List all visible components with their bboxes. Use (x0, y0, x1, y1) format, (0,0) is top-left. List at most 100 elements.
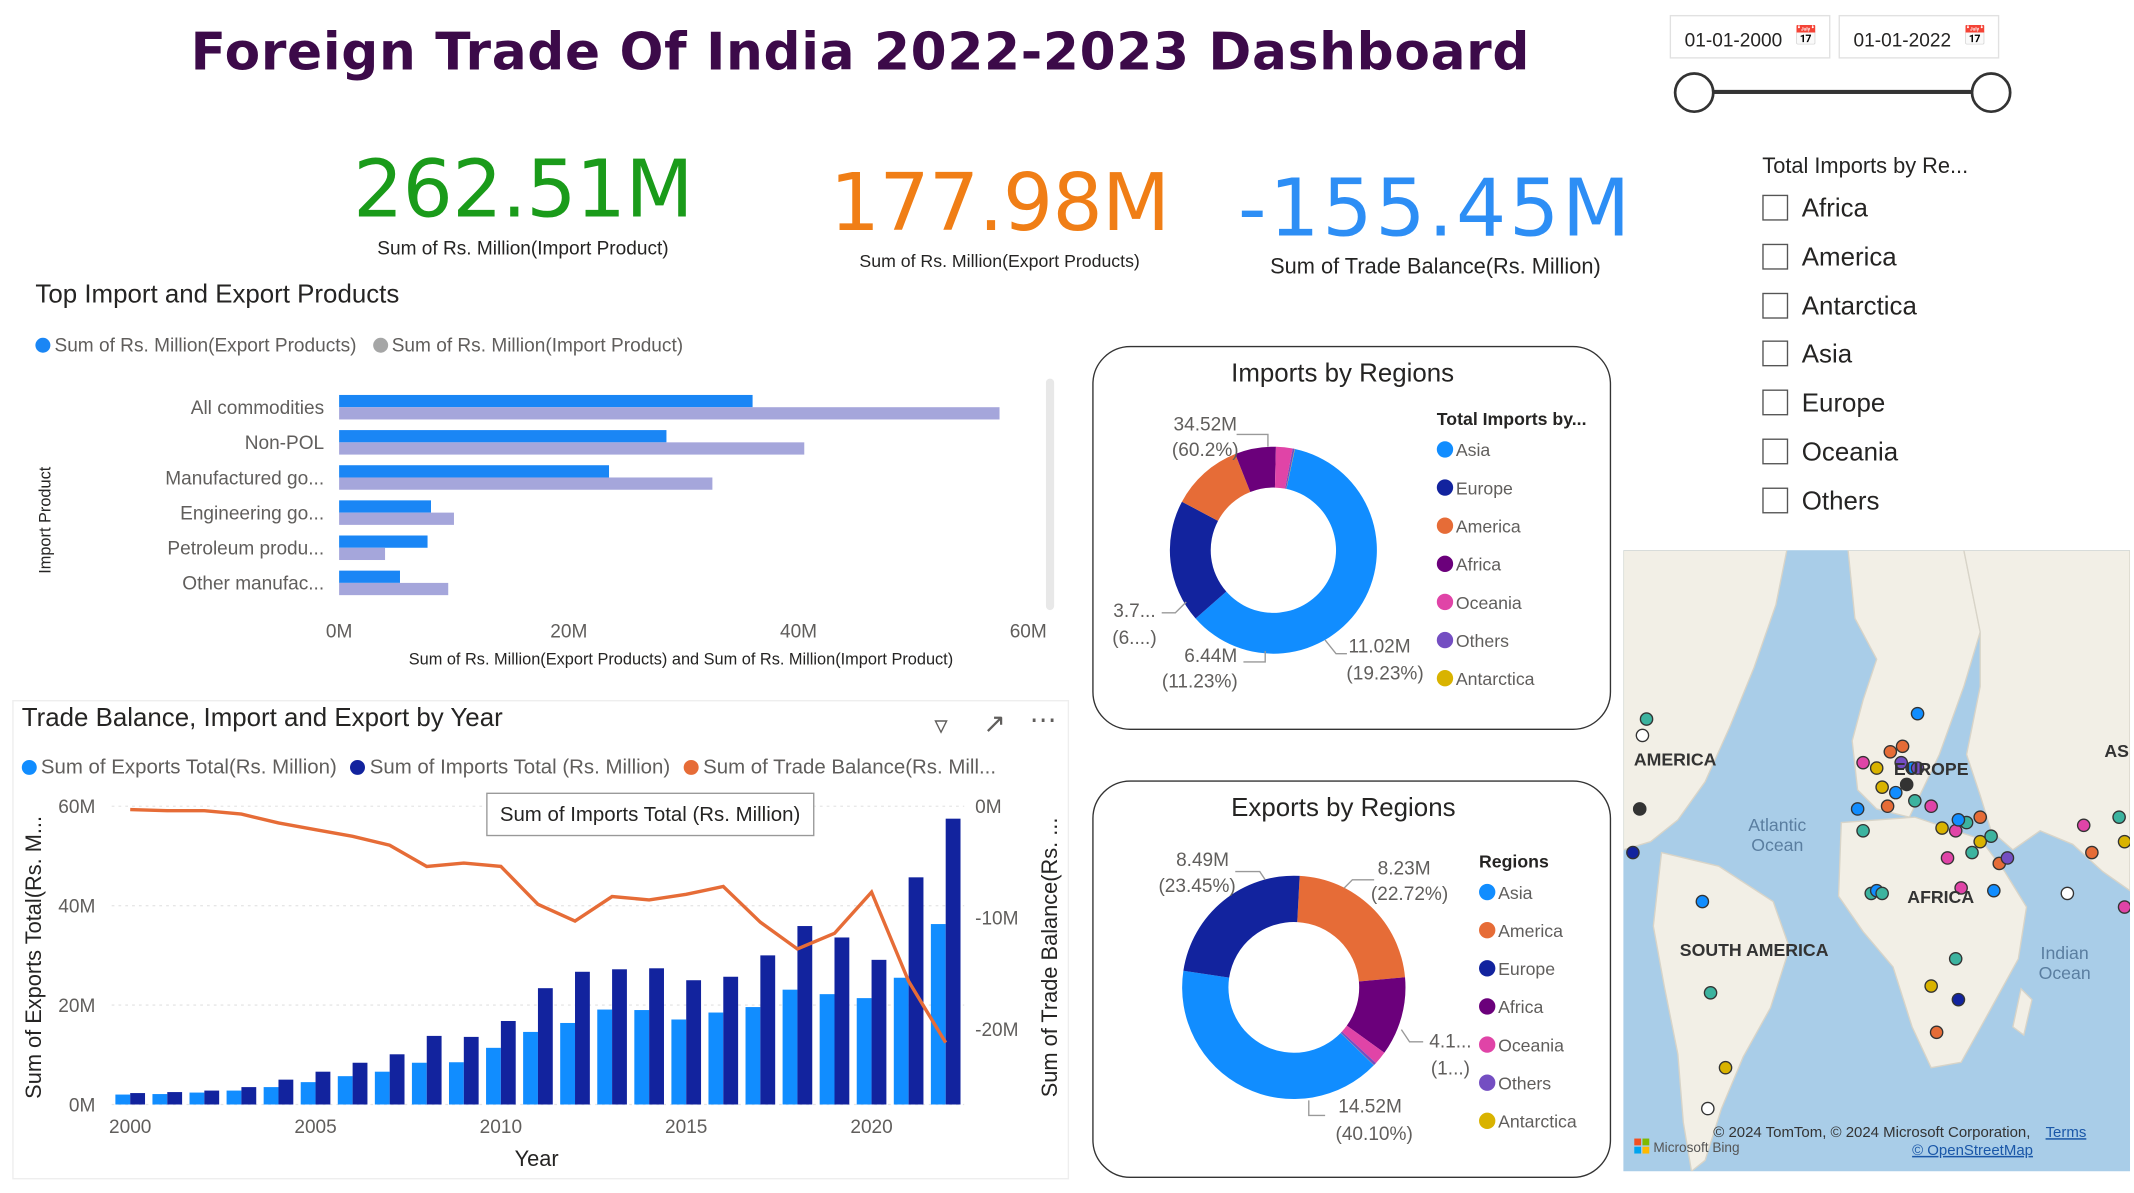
donut-slice[interactable] (1341, 1025, 1385, 1064)
map-marker[interactable] (1632, 802, 1647, 816)
trade-balance-line[interactable] (130, 807, 948, 1044)
map-marker[interactable] (1899, 777, 1914, 792)
donut-slice[interactable] (1183, 875, 1300, 978)
map-marker[interactable] (1954, 881, 1968, 895)
import-bar[interactable] (339, 477, 713, 490)
legend-label-imports-total[interactable]: Sum of Imports Total (Rs. Million) (369, 755, 671, 780)
map-marker[interactable] (1895, 739, 1910, 754)
map-marker[interactable] (1965, 845, 1979, 860)
map-marker[interactable] (2000, 851, 2015, 865)
slicer-item-europe[interactable]: Europe (1762, 389, 1885, 423)
map-marker[interactable] (1635, 728, 1650, 743)
map-canvas[interactable]: AMERICAEUROPEASIAtlanticOceanAFRICASOUTH… (1623, 550, 2131, 1172)
exports-bar[interactable] (708, 1012, 724, 1105)
map-marker[interactable] (1924, 979, 1938, 993)
imports-bar[interactable] (686, 980, 702, 1105)
map-marker[interactable] (2085, 845, 2099, 860)
export-bar[interactable] (339, 465, 610, 478)
imports-bar[interactable] (463, 1036, 479, 1105)
map-marker[interactable] (1695, 894, 1710, 909)
exports-bar[interactable] (930, 924, 946, 1105)
exports-bar[interactable] (560, 1022, 576, 1105)
map-marker[interactable] (1703, 986, 1718, 1000)
exports-bar[interactable] (523, 1031, 538, 1105)
export-bar[interactable] (339, 535, 428, 548)
export-bar[interactable] (339, 394, 753, 408)
map-marker[interactable] (1639, 712, 1654, 726)
exports-bar[interactable] (189, 1092, 205, 1105)
map-marker[interactable] (1924, 799, 1938, 814)
map-marker[interactable] (1951, 992, 1966, 1007)
exports-bar[interactable] (597, 1009, 613, 1105)
map-marker[interactable] (1850, 802, 1865, 816)
slicer-item-america[interactable]: America (1762, 243, 1897, 277)
map-marker[interactable] (1894, 755, 1909, 770)
filter-icon[interactable]: ▿ (934, 710, 948, 741)
donut-slice[interactable] (1195, 448, 1377, 654)
exports-bar[interactable] (634, 1010, 650, 1105)
slicer-item-antarctica[interactable]: Antarctica (1762, 292, 1917, 325)
map-marker[interactable] (1935, 821, 1949, 835)
donut-slice[interactable] (1340, 1032, 1374, 1066)
slicer-item-africa[interactable]: Africa (1762, 194, 1868, 228)
slicer-item-oceania[interactable]: Oceania (1762, 438, 1898, 472)
checkbox[interactable] (1762, 341, 1789, 367)
checkbox[interactable] (1762, 389, 1789, 416)
map-marker[interactable] (1951, 813, 1966, 827)
calendar-icon[interactable]: 📅 (1963, 24, 1988, 47)
imports-bar[interactable] (167, 1092, 183, 1105)
map-marker[interactable] (1856, 823, 1870, 838)
checkbox[interactable] (1762, 292, 1789, 319)
checkbox[interactable] (1762, 243, 1789, 270)
map-marker[interactable] (1701, 1101, 1715, 1116)
donut-slice[interactable] (1285, 448, 1295, 489)
exports-bar[interactable] (374, 1071, 390, 1105)
calendar-icon[interactable]: 📅 (1794, 24, 1819, 47)
export-bar[interactable] (339, 430, 667, 443)
map-marker[interactable] (1940, 851, 1955, 865)
exports-bar[interactable] (337, 1076, 353, 1105)
legend-label-export[interactable]: Sum of Rs. Million(Export Products) (54, 333, 357, 356)
legend-label-exports-total[interactable]: Sum of Exports Total(Rs. Million) (40, 755, 337, 780)
imports-bar[interactable] (760, 955, 776, 1105)
import-bar[interactable] (339, 407, 1000, 420)
exports-bar[interactable] (856, 998, 872, 1105)
imports-bar[interactable] (649, 968, 664, 1105)
end-date-handle[interactable] (1970, 72, 2012, 114)
slicer-item-others[interactable]: Others (1762, 487, 1879, 520)
import-bar[interactable] (339, 512, 454, 525)
map-marker[interactable] (1888, 785, 1903, 800)
map-marker[interactable] (1929, 1025, 1944, 1040)
donut-slice[interactable] (1235, 446, 1276, 492)
imports-bar[interactable] (871, 959, 887, 1105)
date-range-track[interactable] (1692, 89, 1993, 94)
legend-label-import[interactable]: Sum of Rs. Million(Import Product) (391, 333, 684, 356)
export-bar[interactable] (339, 500, 431, 513)
donut-slice[interactable] (1181, 453, 1251, 521)
map-marker[interactable] (1875, 886, 1889, 901)
donut-slice[interactable] (1182, 970, 1374, 1100)
slicer-item-asia[interactable]: Asia (1762, 341, 1852, 374)
exports-bar[interactable] (893, 977, 909, 1105)
checkbox[interactable] (1762, 194, 1789, 221)
map-marker[interactable] (1883, 744, 1898, 759)
map-marker[interactable] (1987, 883, 2001, 898)
imports-bar[interactable] (389, 1054, 405, 1105)
map-marker[interactable] (1626, 845, 1640, 860)
exports-bar[interactable] (411, 1062, 427, 1105)
export-bar[interactable] (339, 570, 400, 583)
imports-bar[interactable] (575, 971, 590, 1105)
map-marker[interactable] (1973, 834, 1988, 849)
donut-slice[interactable] (1340, 1031, 1376, 1066)
map-marker[interactable] (1973, 810, 1988, 824)
exports-bar[interactable] (486, 1047, 501, 1105)
region-map[interactable]: AMERICAEUROPEASIAtlanticOceanAFRICASOUTH… (1623, 550, 2131, 1172)
exports-bar[interactable] (819, 994, 835, 1105)
start-date-handle[interactable] (1673, 72, 1715, 114)
checkbox[interactable] (1762, 438, 1789, 465)
checkbox[interactable] (1762, 487, 1789, 514)
import-bar[interactable] (339, 582, 449, 596)
end-date-input[interactable]: 01-01-2022 📅 (1838, 14, 2000, 59)
exports-bar[interactable] (226, 1090, 242, 1105)
map-marker[interactable] (1910, 761, 1925, 775)
